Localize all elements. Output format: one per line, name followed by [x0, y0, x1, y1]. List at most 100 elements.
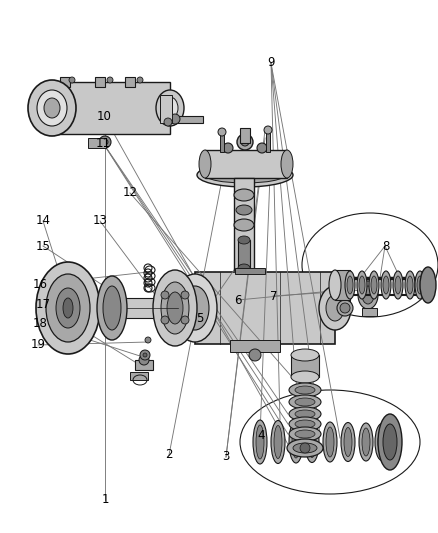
- Ellipse shape: [346, 276, 352, 294]
- Ellipse shape: [356, 271, 366, 299]
- Ellipse shape: [380, 271, 390, 299]
- Ellipse shape: [382, 424, 396, 460]
- Ellipse shape: [374, 424, 388, 461]
- Ellipse shape: [198, 150, 211, 178]
- Ellipse shape: [361, 286, 373, 304]
- Ellipse shape: [180, 286, 208, 330]
- Bar: [125, 77, 135, 87]
- Bar: [88, 138, 106, 148]
- Ellipse shape: [291, 426, 299, 458]
- Text: 8: 8: [381, 239, 389, 253]
- Text: 6: 6: [234, 294, 241, 306]
- Ellipse shape: [155, 90, 184, 126]
- Ellipse shape: [46, 274, 90, 342]
- Bar: [52, 82, 170, 134]
- Ellipse shape: [414, 271, 424, 299]
- Ellipse shape: [255, 425, 263, 459]
- Ellipse shape: [322, 422, 336, 462]
- Ellipse shape: [233, 219, 254, 231]
- Text: 5: 5: [196, 312, 203, 326]
- Circle shape: [161, 316, 169, 324]
- Ellipse shape: [236, 205, 251, 215]
- Ellipse shape: [325, 295, 343, 321]
- Circle shape: [256, 143, 266, 153]
- Bar: [60, 77, 70, 87]
- Text: 18: 18: [32, 318, 47, 330]
- Ellipse shape: [358, 276, 364, 294]
- Bar: [230, 340, 279, 352]
- Ellipse shape: [36, 262, 100, 354]
- Ellipse shape: [357, 281, 377, 309]
- Ellipse shape: [325, 427, 333, 457]
- Ellipse shape: [404, 271, 414, 299]
- Ellipse shape: [197, 163, 292, 187]
- Bar: [334, 270, 349, 300]
- Circle shape: [248, 349, 261, 361]
- Ellipse shape: [205, 167, 284, 183]
- Ellipse shape: [237, 236, 249, 244]
- Ellipse shape: [294, 420, 314, 428]
- Ellipse shape: [161, 282, 189, 334]
- Ellipse shape: [358, 423, 372, 461]
- Circle shape: [218, 128, 226, 136]
- Ellipse shape: [37, 90, 67, 126]
- Bar: [194, 272, 334, 344]
- Text: 12: 12: [122, 187, 137, 199]
- Circle shape: [107, 77, 113, 83]
- Ellipse shape: [392, 271, 402, 299]
- Circle shape: [223, 143, 233, 153]
- Text: 17: 17: [35, 298, 50, 311]
- Ellipse shape: [233, 189, 254, 201]
- Text: 15: 15: [35, 239, 50, 253]
- Circle shape: [99, 136, 111, 148]
- Ellipse shape: [294, 410, 314, 418]
- Circle shape: [337, 288, 351, 302]
- Circle shape: [340, 291, 348, 299]
- Circle shape: [237, 134, 252, 150]
- Ellipse shape: [416, 276, 422, 294]
- Text: 9: 9: [267, 55, 274, 69]
- Circle shape: [263, 126, 272, 134]
- Ellipse shape: [173, 274, 216, 342]
- Ellipse shape: [28, 80, 76, 136]
- Ellipse shape: [290, 371, 318, 383]
- Bar: [175, 116, 202, 123]
- Bar: [219, 132, 223, 152]
- Ellipse shape: [307, 426, 315, 457]
- Text: 10: 10: [96, 109, 111, 123]
- Ellipse shape: [280, 150, 292, 178]
- Ellipse shape: [340, 423, 354, 462]
- Text: 19: 19: [30, 338, 46, 351]
- Text: 13: 13: [92, 214, 107, 228]
- Bar: [95, 77, 105, 87]
- Text: 16: 16: [32, 278, 47, 290]
- Bar: [237, 240, 249, 268]
- Ellipse shape: [344, 271, 354, 299]
- Circle shape: [299, 443, 309, 453]
- Ellipse shape: [288, 417, 320, 431]
- Ellipse shape: [377, 414, 401, 470]
- Circle shape: [137, 77, 143, 83]
- Ellipse shape: [328, 270, 340, 300]
- Text: 4: 4: [257, 430, 264, 442]
- Ellipse shape: [288, 407, 320, 421]
- Circle shape: [139, 355, 148, 365]
- Ellipse shape: [294, 398, 314, 406]
- Bar: [159, 95, 172, 123]
- Ellipse shape: [288, 383, 320, 397]
- Ellipse shape: [166, 292, 183, 324]
- Circle shape: [143, 353, 147, 357]
- Ellipse shape: [394, 276, 400, 294]
- Ellipse shape: [318, 286, 350, 330]
- Ellipse shape: [368, 271, 378, 299]
- Ellipse shape: [406, 276, 412, 294]
- Ellipse shape: [270, 421, 284, 464]
- Ellipse shape: [252, 420, 266, 464]
- Ellipse shape: [304, 422, 318, 463]
- Bar: [60, 298, 177, 318]
- Circle shape: [164, 118, 172, 126]
- Ellipse shape: [97, 276, 127, 340]
- Circle shape: [140, 350, 150, 360]
- Ellipse shape: [286, 439, 322, 457]
- Ellipse shape: [382, 276, 388, 294]
